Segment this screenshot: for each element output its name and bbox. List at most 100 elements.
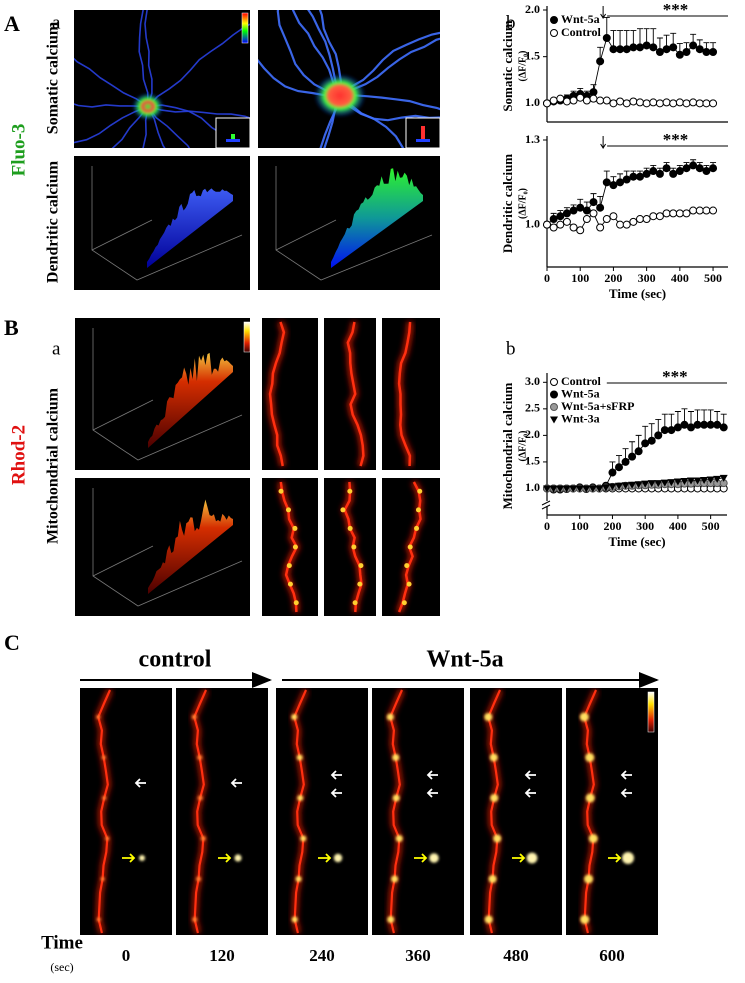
- mito: [196, 876, 202, 882]
- marker: [642, 41, 651, 50]
- subpanel-label: b: [506, 338, 516, 359]
- marker: [695, 206, 704, 215]
- mito-hot: [139, 855, 145, 861]
- mito: [200, 836, 206, 841]
- arrow: [524, 770, 536, 780]
- mito: [407, 544, 413, 550]
- legend-marker: [550, 390, 558, 399]
- marker: [556, 485, 565, 493]
- marker: [719, 474, 728, 482]
- marker: [662, 45, 671, 54]
- image-content: [92, 328, 243, 461]
- mito: [392, 794, 400, 802]
- mito: [287, 581, 293, 587]
- marker: [609, 99, 618, 108]
- marker: [702, 48, 711, 56]
- dendrite: [339, 94, 440, 111]
- mito: [102, 796, 107, 800]
- dendrite: [74, 105, 149, 144]
- marker: [582, 485, 591, 493]
- dendrite: [339, 31, 440, 97]
- colorbar: [243, 321, 251, 353]
- marker: [689, 98, 698, 107]
- soma: [131, 92, 164, 121]
- mito: [100, 877, 105, 881]
- image-frame: [470, 688, 562, 935]
- marker: [629, 217, 638, 226]
- image-frame: [75, 318, 250, 470]
- dendrite: [339, 37, 440, 97]
- image-content: [258, 10, 440, 148]
- marker: [629, 97, 638, 106]
- marker: [543, 485, 551, 493]
- marker: [654, 480, 663, 488]
- marker: [675, 167, 684, 176]
- mito: [300, 835, 307, 842]
- y-tick-label: 2.0: [525, 427, 540, 441]
- inset-peak: [231, 134, 235, 140]
- image-content: [74, 10, 250, 148]
- x-tick-label: 300: [636, 519, 654, 533]
- marker: [635, 98, 644, 107]
- colorbar: [241, 12, 249, 44]
- axis-break: [541, 500, 551, 510]
- marker: [622, 175, 631, 184]
- marker: [682, 99, 691, 108]
- surface: [148, 499, 233, 594]
- subpanel-label: b: [506, 12, 516, 33]
- legend-label: Control: [561, 374, 601, 388]
- mito: [101, 755, 106, 760]
- marker: [667, 479, 676, 487]
- marker: [616, 178, 625, 187]
- x-tick-label: 200: [604, 271, 622, 285]
- marker: [562, 217, 571, 226]
- significance: ***: [663, 0, 689, 19]
- colorbar: [647, 691, 655, 733]
- marker: [615, 463, 623, 472]
- image-frame: [75, 478, 250, 616]
- dendrite: [138, 10, 149, 107]
- micrographs: [74, 10, 658, 935]
- image-frame: [258, 156, 440, 290]
- marker: [709, 164, 718, 173]
- legend-marker: [550, 378, 558, 386]
- marker: [556, 220, 565, 229]
- dendrite: [318, 10, 343, 96]
- mito: [96, 715, 101, 719]
- dendrite: [74, 103, 148, 108]
- arrow: [620, 788, 632, 798]
- marker: [569, 96, 578, 105]
- dendrite: [258, 58, 340, 97]
- y-tick-label: 3.0: [525, 374, 540, 388]
- dye-label: Fluo-3: [8, 124, 29, 177]
- axis-break-gap: [543, 501, 551, 506]
- arrow: [426, 770, 438, 780]
- inset-base: [416, 139, 430, 142]
- mito: [401, 600, 407, 606]
- mito: [391, 875, 399, 883]
- mito-hot: [622, 852, 634, 864]
- marker: [713, 420, 722, 429]
- y-tick-label: 1.0: [525, 480, 540, 494]
- arrow: [218, 853, 232, 863]
- marker: [669, 99, 678, 108]
- marker: [608, 468, 617, 477]
- x-tick-label: 300: [638, 271, 656, 285]
- legend-label: Wnt-3a: [561, 411, 600, 425]
- marker: [675, 98, 684, 107]
- axes-3d: [92, 488, 243, 607]
- mito: [404, 563, 410, 569]
- dendrite: [293, 689, 308, 934]
- marker: [556, 212, 565, 221]
- dendrite: [583, 689, 598, 934]
- x-axis-label: Time (sec): [608, 534, 665, 549]
- mito: [347, 488, 353, 494]
- mito: [291, 714, 298, 720]
- marker: [628, 452, 637, 461]
- marker: [622, 45, 631, 54]
- marker: [682, 209, 691, 218]
- surface: [147, 188, 233, 268]
- y-tick-label: 2.0: [525, 2, 540, 16]
- legend-label: Control: [561, 25, 601, 39]
- marker: [706, 476, 715, 484]
